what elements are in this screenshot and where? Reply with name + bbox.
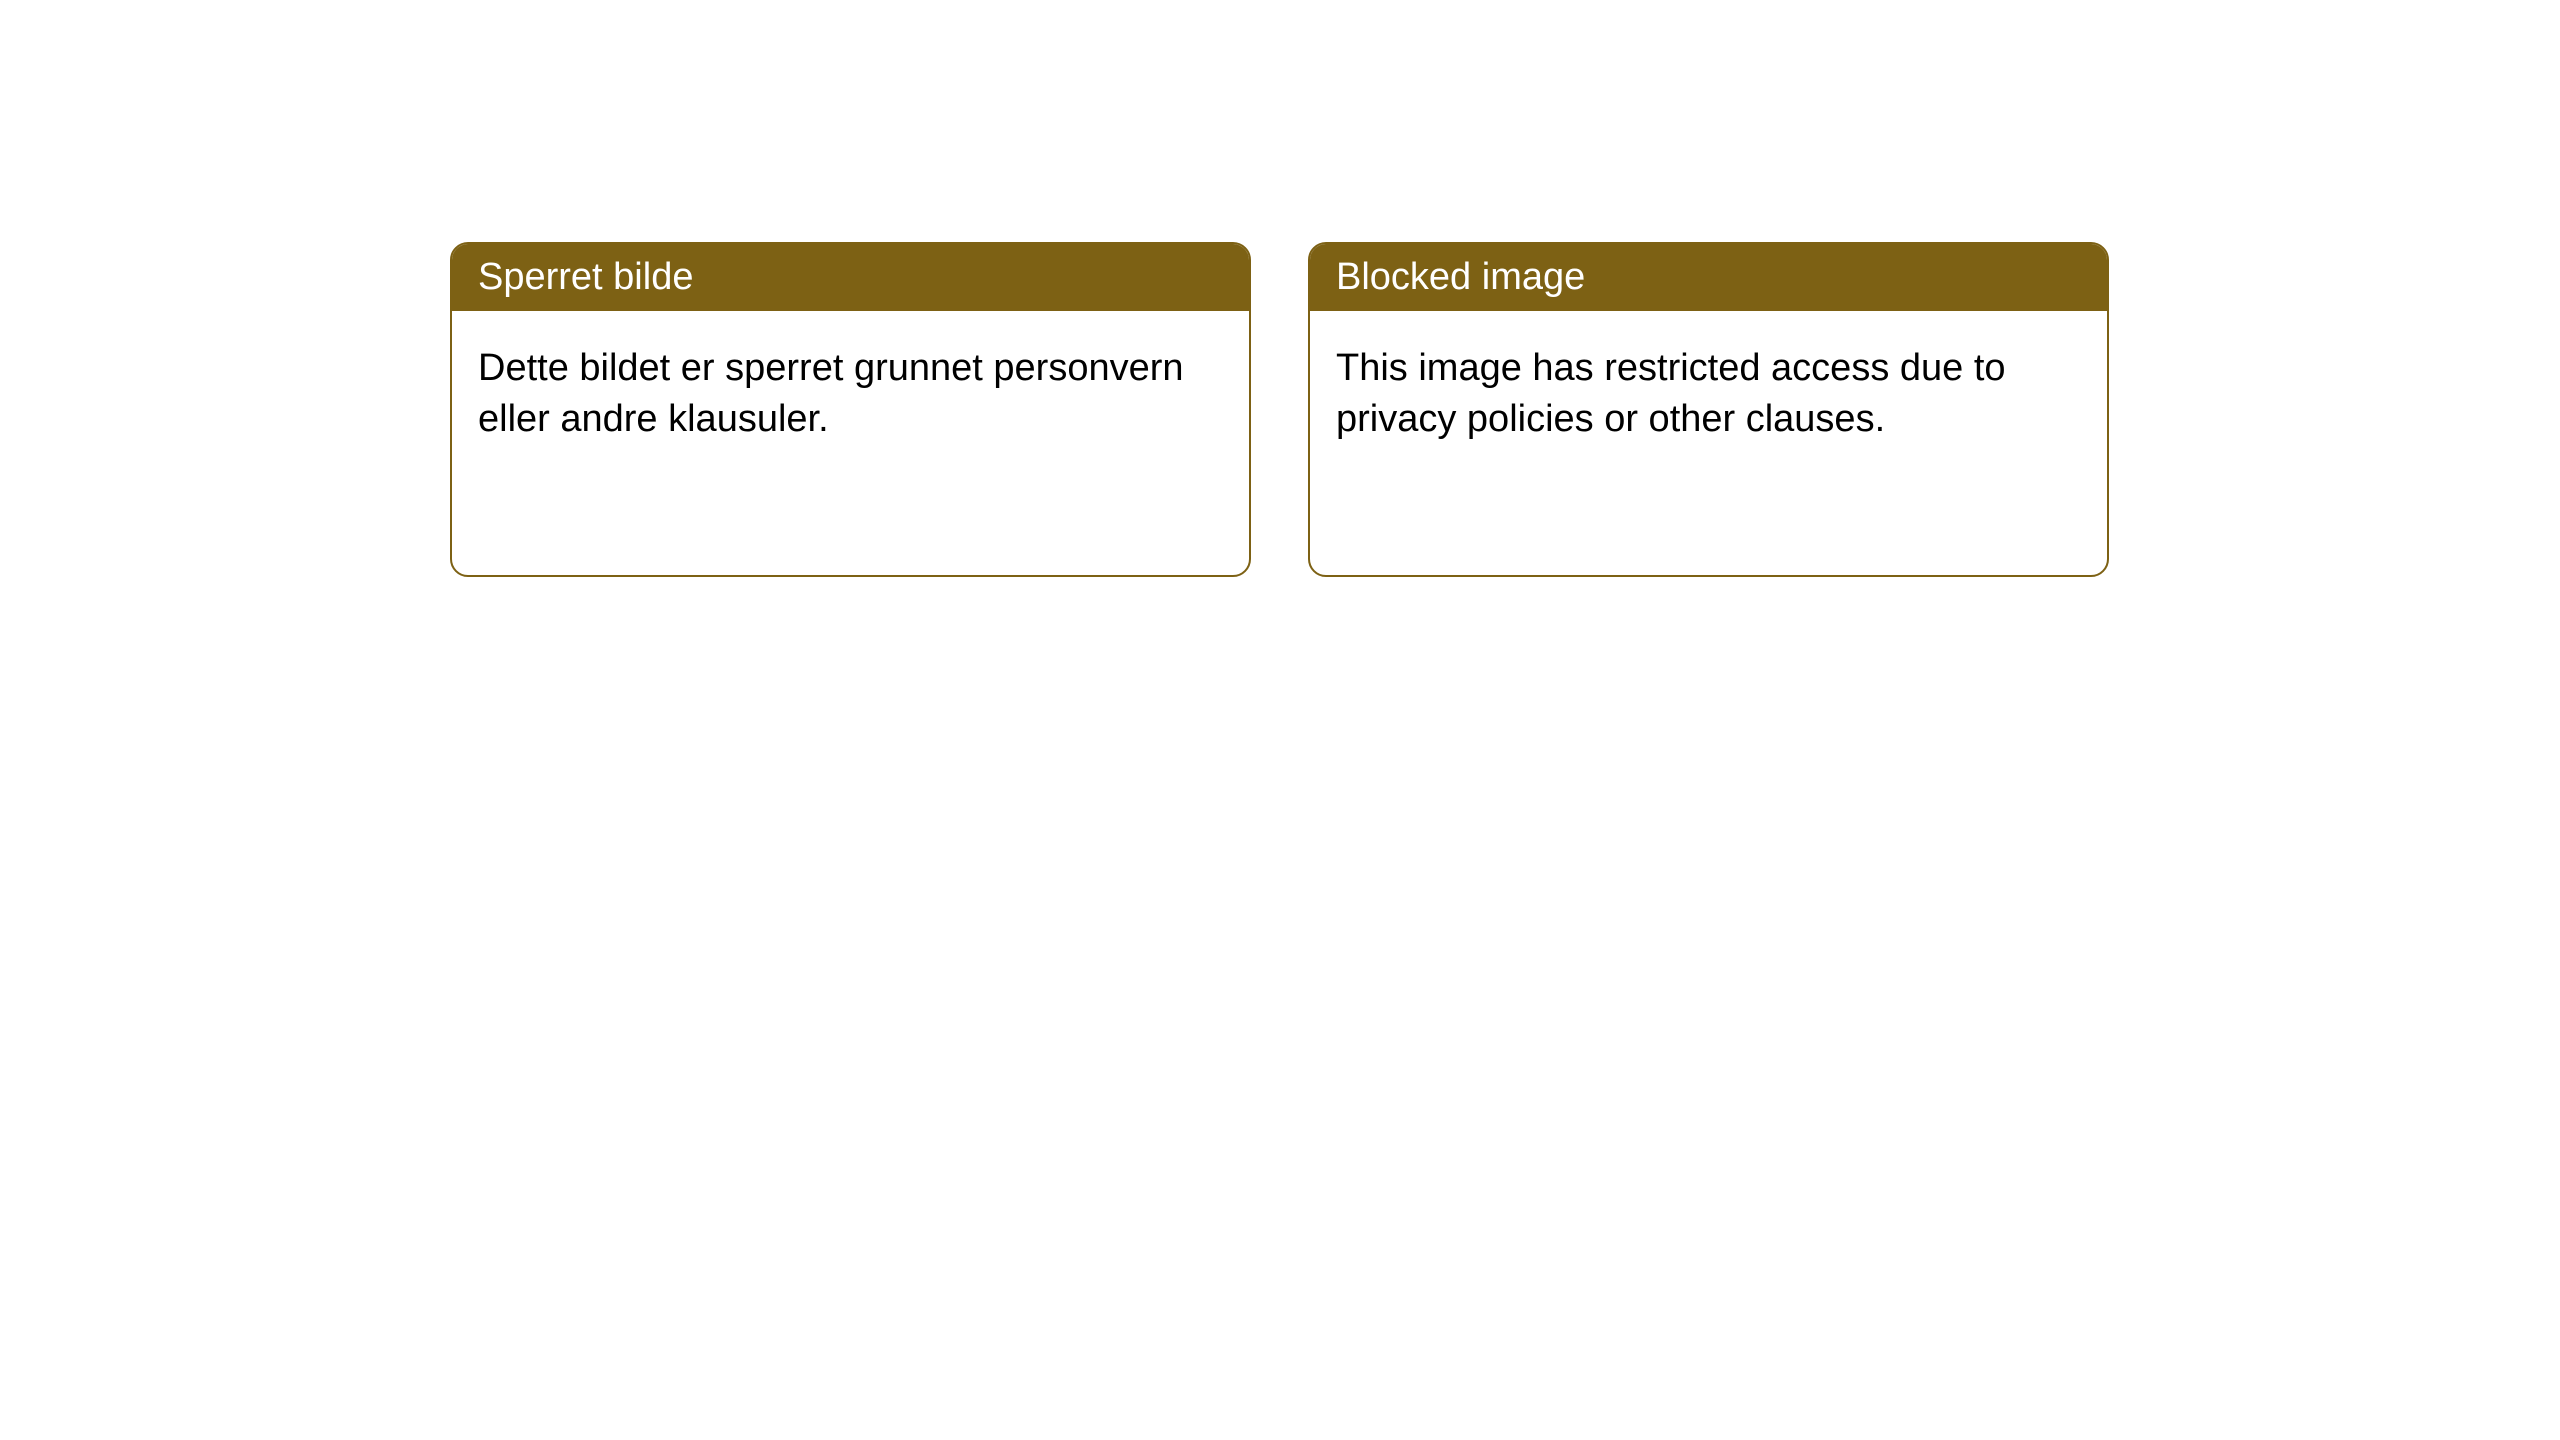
notice-text: This image has restricted access due to … [1336, 347, 2006, 440]
notice-title: Sperret bilde [478, 256, 693, 298]
notice-box-english: Blocked image This image has restricted … [1308, 242, 2109, 577]
notice-body: This image has restricted access due to … [1310, 311, 2107, 478]
notice-body: Dette bildet er sperret grunnet personve… [452, 311, 1249, 478]
notice-header: Sperret bilde [452, 244, 1249, 311]
notice-box-norwegian: Sperret bilde Dette bildet er sperret gr… [450, 242, 1251, 577]
notice-title: Blocked image [1336, 256, 1585, 298]
notice-header: Blocked image [1310, 244, 2107, 311]
notice-container: Sperret bilde Dette bildet er sperret gr… [450, 242, 2109, 577]
notice-text: Dette bildet er sperret grunnet personve… [478, 347, 1184, 440]
